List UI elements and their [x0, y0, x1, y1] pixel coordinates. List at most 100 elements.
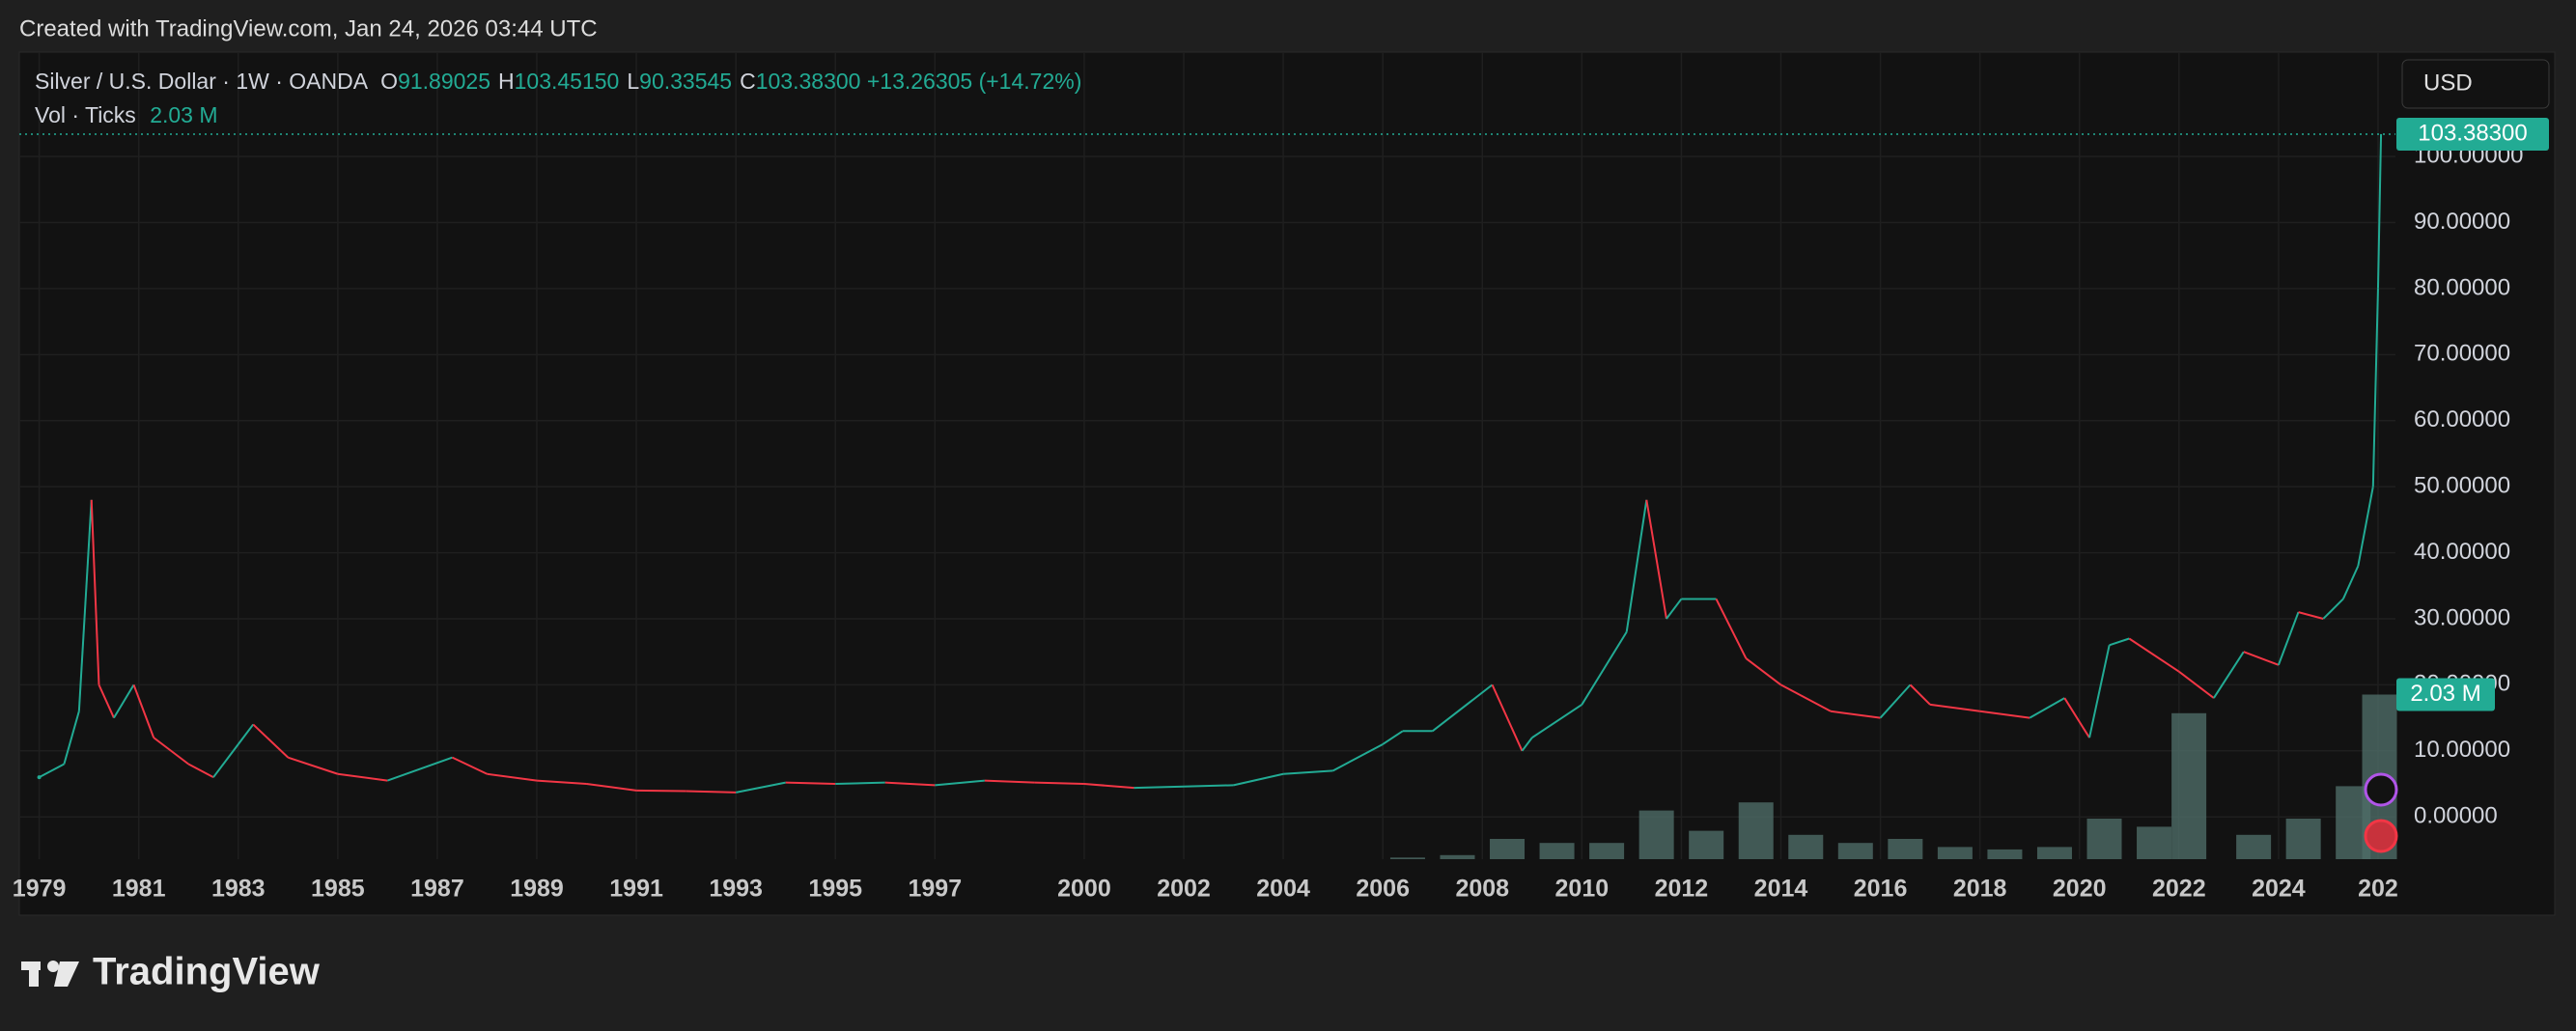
price-segment [387, 756, 453, 782]
x-tick-label: 2008 [1455, 876, 1509, 903]
volume-bar [1440, 854, 1475, 859]
last-price-label: 103.38300 [2418, 120, 2527, 146]
price-segment [237, 723, 255, 745]
x-tick-label: 2022 [2152, 876, 2206, 903]
price-segment [153, 737, 189, 766]
ohlc-value: 103.45150 [514, 69, 620, 94]
x-tick-label: 2020 [2053, 876, 2107, 903]
price-segment [132, 684, 155, 738]
price-segment [1083, 783, 1134, 790]
ohlc-value: 103.38300 [755, 69, 861, 94]
ohlc-key: L [627, 69, 640, 94]
last-price-tag [2396, 117, 2549, 151]
price-segment [1283, 769, 1333, 775]
price-segment [1134, 785, 1185, 790]
price-segment [63, 711, 80, 765]
price-segment [2029, 697, 2065, 719]
price-segment [686, 790, 737, 794]
y-tick-label: 70.00000 [2414, 341, 2510, 367]
x-tick-label: 2018 [1953, 876, 2007, 903]
price-segment [90, 499, 100, 685]
price-segment [984, 779, 1035, 784]
y-tick-label: 40.00000 [2414, 539, 2510, 565]
price-segment [1233, 772, 1284, 787]
ohlc-value: 90.33545 [639, 69, 733, 94]
price-segment [1979, 710, 2030, 719]
price-segment [1929, 703, 1980, 712]
price-segment [2322, 598, 2344, 620]
price-segment [98, 683, 115, 719]
volume-bar [1638, 810, 1674, 859]
x-tick-label: 2012 [1655, 876, 1709, 903]
price-segment [735, 781, 786, 794]
x-tick-label: 1985 [311, 876, 365, 903]
x-tick-label: 2024 [2252, 876, 2306, 903]
ohlc-value: 91.89025 [398, 69, 490, 94]
price-segment [187, 763, 214, 779]
price-segment [1666, 598, 1683, 620]
currency-label: USD [2423, 70, 2473, 96]
last-volume-label: 2.03 M [2410, 681, 2480, 707]
price-segment [2357, 486, 2374, 567]
price-segment [2243, 651, 2280, 666]
ohlc: O91.89025 H103.45150 L90.33545 C103.38300 [373, 69, 860, 94]
volume-bar [2236, 834, 2272, 859]
volume-value: 2.03 M [150, 102, 218, 127]
last-volume-tag [2396, 678, 2495, 711]
price-segment [2213, 651, 2245, 699]
x-tick-label: 1981 [112, 876, 166, 903]
x-tick-label: 2004 [1256, 876, 1310, 903]
price-segment [2178, 670, 2215, 699]
price-segment [1830, 710, 1881, 719]
x-tick-label: 1991 [609, 876, 663, 903]
volume-name: Vol · Ticks [35, 102, 136, 127]
event-icon [2364, 772, 2398, 807]
price-segment [2088, 645, 2111, 738]
price-segment [1332, 743, 1384, 772]
x-tick-label: 1979 [13, 876, 67, 903]
chart-panel [18, 51, 2556, 916]
event-icon [2364, 819, 2398, 853]
price-segment [2298, 611, 2324, 620]
volume-bar [2171, 712, 2207, 859]
x-tick-label: 1983 [211, 876, 266, 903]
currency-button[interactable] [2401, 59, 2550, 109]
logo-icon [21, 961, 79, 987]
legend-line: Silver / U.S. Dollar · 1W · OANDA O91.89… [35, 69, 1081, 95]
volume-bar [1937, 847, 1973, 859]
volume-bar [1490, 839, 1526, 859]
volume-bar [2285, 819, 2321, 859]
price-segment [536, 779, 587, 786]
volume-bar [1987, 849, 2023, 859]
price-segment [935, 779, 985, 787]
x-tick-label: 1993 [709, 876, 763, 903]
x-tick-label: 2006 [1356, 876, 1410, 903]
price-segment [1581, 631, 1628, 706]
volume-bar [1888, 839, 1923, 859]
x-tick-label: 2016 [1854, 876, 1908, 903]
price-segment [1521, 737, 1533, 752]
ohlc-key: H [498, 69, 515, 94]
price-segment [2063, 697, 2090, 738]
price-segment [884, 781, 936, 787]
price-segment [2341, 565, 2360, 599]
price-segment [1909, 683, 1931, 706]
x-tick-label: 2010 [1555, 876, 1610, 903]
price-segment [1745, 657, 1782, 686]
ohlc-key: C [740, 69, 756, 94]
price-segment [2371, 288, 2379, 488]
price-segment [337, 772, 388, 782]
change: +13.26305 (+14.72%) [866, 69, 1082, 94]
price-segment [2109, 637, 2130, 647]
price-segment [113, 683, 135, 719]
y-tick-label: 30.00000 [2414, 604, 2510, 630]
y-tick-label: 80.00000 [2414, 274, 2510, 300]
volume-bar [1738, 802, 1774, 859]
x-tick-label: 202 [2358, 876, 2398, 903]
volume-legend: Vol · Ticks 2.03 M [35, 102, 218, 128]
price-segment [1780, 683, 1832, 712]
x-tick-label: 1997 [909, 876, 963, 903]
price-segment [451, 756, 488, 775]
